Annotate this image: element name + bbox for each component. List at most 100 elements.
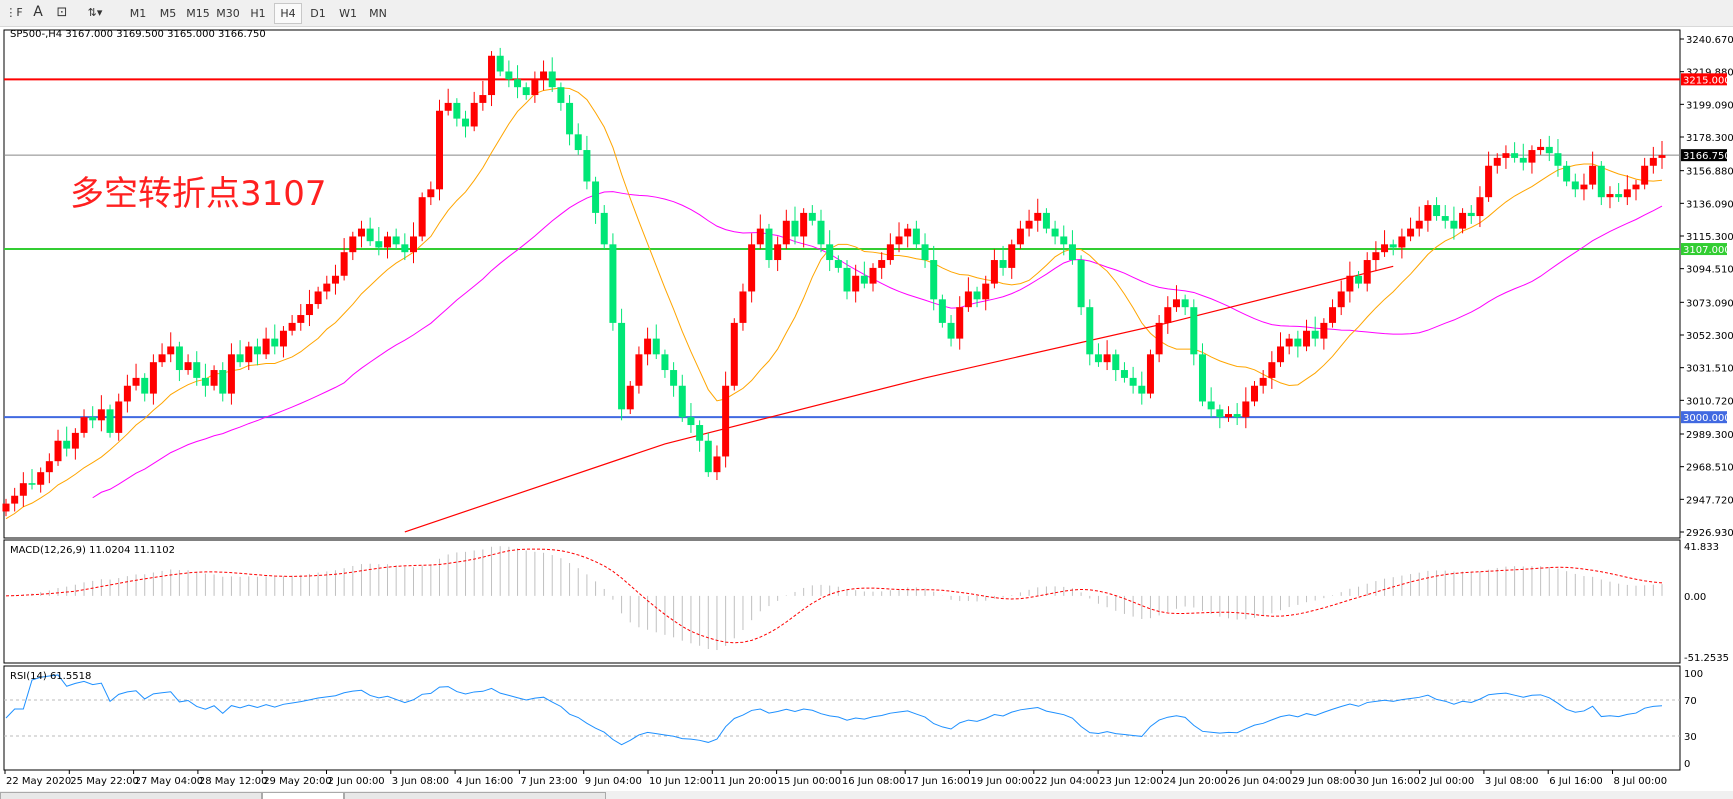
candle-body [80, 417, 88, 433]
candle-body [652, 338, 660, 355]
candle-body [782, 220, 790, 245]
candle-body [1303, 330, 1311, 347]
time-axis-label: 22 Jun 04:00 [1035, 776, 1099, 787]
time-axis-label: 30 Jun 16:00 [1356, 776, 1420, 787]
timeframe-mn[interactable]: MN [369, 7, 387, 20]
candle-body [1450, 220, 1458, 229]
timeframe-m30[interactable]: M30 [216, 7, 240, 20]
candle-body [618, 322, 626, 410]
price-line-label: 3107.000 [1683, 245, 1731, 256]
candle-body [678, 385, 686, 418]
candle-body [262, 338, 270, 355]
candle-body [175, 346, 183, 371]
candle-body [1060, 236, 1068, 245]
candle-body [1077, 260, 1085, 308]
price-axis-label: 3094.510 [1686, 265, 1733, 276]
candle-body [245, 346, 253, 363]
candle-body [644, 338, 652, 355]
text-label-icon[interactable]: ⊡ [56, 5, 68, 20]
candle-body [19, 483, 27, 496]
ma-slow-line [404, 265, 1394, 533]
candle-body [1511, 153, 1519, 158]
candle-body [97, 409, 105, 421]
candle-body [436, 110, 444, 190]
candle-body [982, 283, 990, 300]
candle-body [1606, 194, 1614, 198]
macd-axis-label: -51.2535 [1684, 653, 1729, 664]
time-axis-label: 6 Jul 16:00 [1549, 776, 1603, 787]
candle-body [548, 71, 556, 88]
price-axis-label: 3031.510 [1686, 364, 1733, 375]
candle-body [522, 87, 530, 96]
chart-tabs-bar [0, 791, 1733, 799]
candle-body [1381, 244, 1389, 253]
candle-body [956, 307, 964, 339]
candle-body [1086, 307, 1094, 355]
candle-body [1146, 354, 1154, 394]
timeframe-h1[interactable]: H1 [250, 7, 266, 20]
candle-body [895, 236, 903, 245]
rsi-axis-label: 0 [1684, 759, 1690, 770]
candle-body [488, 55, 496, 96]
candle-body [1554, 153, 1562, 166]
candle-body [826, 244, 834, 261]
chart-tab[interactable] [344, 792, 606, 799]
candle-body [1034, 212, 1042, 221]
price-axis-label: 2968.510 [1686, 463, 1733, 474]
candle-body [392, 236, 400, 245]
timeframe-w1[interactable]: W1 [339, 7, 357, 20]
candle-body [626, 385, 634, 410]
price-axis-label: 3199.090 [1686, 100, 1733, 111]
timeframe-m15[interactable]: M15 [186, 7, 210, 20]
candle-body [704, 440, 712, 473]
candle-body [1042, 212, 1050, 229]
price-axis-label: 3073.090 [1686, 298, 1733, 309]
text-icon[interactable]: A [33, 4, 43, 20]
chart-tab[interactable] [0, 792, 262, 799]
candle-body [1233, 414, 1241, 418]
toolbar: ⋮F A ⊡ ⇅▾ M1 M5 M15 M30 H1 H4 D1 W1 MN [0, 0, 1733, 27]
chart-canvas[interactable]: 3240.670 3219.880 3199.090 3178.300 3156.880… [0, 27, 1733, 793]
price-axis-label: 3052.300 [1686, 331, 1733, 342]
candle-body [505, 71, 513, 80]
candle-body [1424, 205, 1432, 221]
price-axis-label: 2926.930 [1686, 528, 1733, 539]
arrows-icon[interactable]: ⇅▾ [87, 6, 103, 19]
candle-body [696, 425, 704, 441]
chart-window[interactable]: 3240.670 3219.880 3199.090 3178.300 3156.880… [0, 27, 1733, 793]
timeframe-h4[interactable]: H4 [274, 3, 302, 24]
candle-body [566, 102, 574, 135]
time-axis-label: 9 Jun 04:00 [585, 776, 642, 787]
candle-body [271, 338, 279, 347]
chart-tab-active[interactable] [262, 792, 344, 799]
time-axis-label: 16 Jun 08:00 [842, 776, 906, 787]
candle-body [1433, 205, 1441, 217]
candle-body [1198, 354, 1206, 402]
candle-body [1138, 385, 1146, 394]
candle-body [1589, 165, 1597, 185]
candle-body [236, 354, 244, 363]
candle-body [375, 241, 383, 248]
candle-body [886, 244, 894, 261]
price-axis-label: 3219.880 [1686, 68, 1733, 79]
time-axis-label: 28 May 12:00 [199, 776, 268, 787]
candle-body [1389, 244, 1397, 248]
candle-body [167, 346, 175, 355]
candle-body [54, 440, 62, 462]
candle-body [1224, 414, 1232, 418]
candle-body [1259, 377, 1267, 386]
timeframe-m1[interactable]: M1 [129, 7, 147, 20]
candle-body [349, 236, 357, 253]
period-separators-icon[interactable]: ⋮F [5, 6, 23, 19]
candle-body [999, 260, 1007, 268]
rsi-axis-label: 70 [1684, 696, 1697, 707]
candle-body [201, 377, 209, 386]
candle-body [227, 354, 235, 394]
macd-pane [3, 539, 1681, 664]
candle-body [973, 291, 981, 300]
timeframe-d1[interactable]: D1 [310, 7, 326, 20]
timeframe-m5[interactable]: M5 [159, 7, 177, 20]
ma-fast-line [5, 87, 1663, 520]
candle-body [132, 377, 140, 386]
candle-body [938, 299, 946, 323]
